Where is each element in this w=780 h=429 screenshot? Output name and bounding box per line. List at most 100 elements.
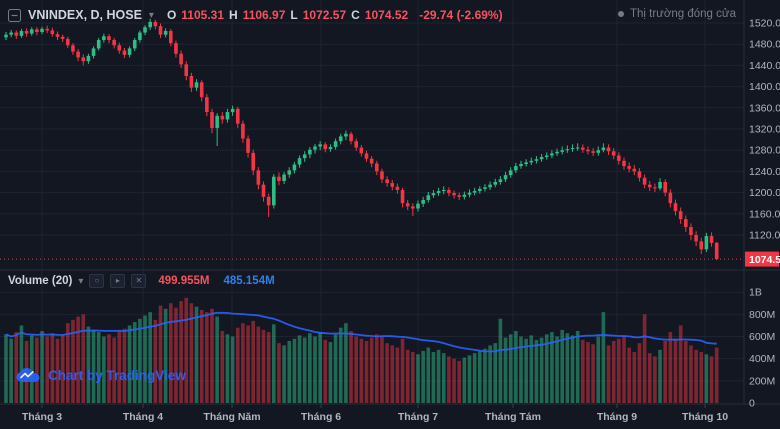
symbol-legend[interactable]: VNINDEX, D, HOSE ▾ O 1105.31 H 1106.97 L… (8, 8, 503, 22)
price-axis-label: 1320.00 (749, 124, 780, 136)
volume-bar (359, 338, 364, 403)
volume-study-legend[interactable]: Volume (20) ▾ ○ ▸ ✕ 499.955M 485.154M (8, 274, 275, 288)
candle (519, 163, 523, 167)
remove-study-icon[interactable]: ✕ (131, 274, 147, 288)
watermark-text[interactable]: Chart by TradingView (48, 368, 186, 383)
candle (699, 241, 704, 250)
volume-bar (189, 303, 194, 403)
candle (416, 203, 420, 209)
volume-bar (117, 330, 122, 403)
candle (163, 30, 168, 35)
volume-bar (390, 345, 395, 403)
candle (498, 179, 503, 182)
volume-bar (112, 337, 116, 403)
volume-bar (132, 322, 137, 403)
candle (658, 182, 662, 189)
volume-bar (282, 345, 286, 403)
volume-bar (478, 350, 482, 403)
candle (102, 36, 106, 40)
candle (668, 192, 673, 204)
candle (441, 189, 446, 192)
volume-bar (395, 347, 400, 403)
volume-bar (313, 336, 317, 403)
volume-bar (138, 318, 142, 403)
volume-bar (426, 347, 431, 403)
volume-bar (4, 334, 8, 403)
volume-current-value: 499.955M (158, 275, 210, 287)
volume-bar (122, 328, 127, 403)
candle (369, 158, 374, 164)
candle (76, 51, 80, 58)
volume-bar (472, 353, 477, 403)
candle (261, 184, 266, 197)
volume-bar (86, 326, 91, 403)
candle (143, 27, 147, 33)
volume-bar (488, 345, 492, 403)
candle (354, 141, 358, 148)
price-pane-surface[interactable] (0, 0, 744, 270)
candle (647, 184, 652, 188)
candle (426, 195, 431, 201)
volume-bar (653, 356, 657, 403)
candle (153, 21, 158, 27)
chevron-down-icon[interactable]: ▾ (148, 9, 154, 21)
time-axis-labels: Tháng 3 Tháng 4 Tháng Năm Tháng 6 Tháng 7 Thá… (22, 404, 728, 423)
chevron-down-icon[interactable]: ▾ (78, 275, 84, 287)
volume-bar (127, 325, 132, 403)
candle (225, 112, 230, 120)
candle (19, 30, 24, 36)
candle (503, 175, 508, 180)
price-axis-label: 1440.00 (749, 60, 780, 72)
candle (560, 150, 564, 152)
volume-bar (385, 343, 389, 403)
price-axis-surface[interactable] (744, 0, 780, 404)
candle (611, 151, 616, 156)
volume-bar (333, 334, 338, 403)
candle (344, 133, 348, 137)
volume-bar (235, 327, 240, 403)
volume-bar (431, 352, 436, 403)
candle (189, 76, 194, 88)
volume-bar (586, 342, 590, 403)
volume-bar (14, 332, 19, 403)
candle (544, 155, 549, 158)
volume-bar (606, 345, 611, 403)
volume-bar (277, 343, 281, 403)
candle (694, 235, 698, 242)
collapse-legend-icon[interactable] (8, 8, 21, 22)
volume-study-title[interactable]: Volume (20) (8, 275, 73, 287)
volume-bar (694, 349, 698, 403)
candle (575, 147, 580, 149)
candle (60, 36, 65, 39)
candle (91, 48, 96, 56)
hide-study-icon[interactable]: ○ (89, 274, 105, 288)
volume-axis-label: 1B (749, 287, 762, 299)
candle (210, 112, 214, 128)
volume-bar (441, 353, 446, 403)
symbol-title[interactable]: VNINDEX, D, HOSE (28, 8, 142, 22)
candle (308, 149, 312, 155)
candle (148, 21, 152, 28)
volume-bar (689, 345, 693, 403)
time-axis-surface[interactable] (0, 404, 780, 429)
volume-bar (596, 336, 601, 403)
candle (550, 153, 554, 156)
study-settings-icon[interactable]: ▸ (110, 274, 126, 288)
volume-bar (308, 333, 312, 403)
candle (596, 150, 601, 153)
candle (333, 141, 338, 148)
tradingview-attribution[interactable]: Chart by TradingView (16, 368, 186, 383)
volume-bar (194, 306, 199, 403)
candle (318, 144, 322, 147)
candle (96, 39, 101, 49)
candle (86, 55, 91, 62)
candle (462, 194, 467, 197)
volume-bar (436, 349, 441, 403)
candle (483, 187, 487, 189)
volume-bar (678, 325, 683, 403)
time-axis-label: Tháng Tám (485, 411, 541, 423)
volume-pane-surface[interactable] (0, 270, 744, 404)
low-label: L (290, 8, 298, 22)
candle (127, 48, 132, 55)
